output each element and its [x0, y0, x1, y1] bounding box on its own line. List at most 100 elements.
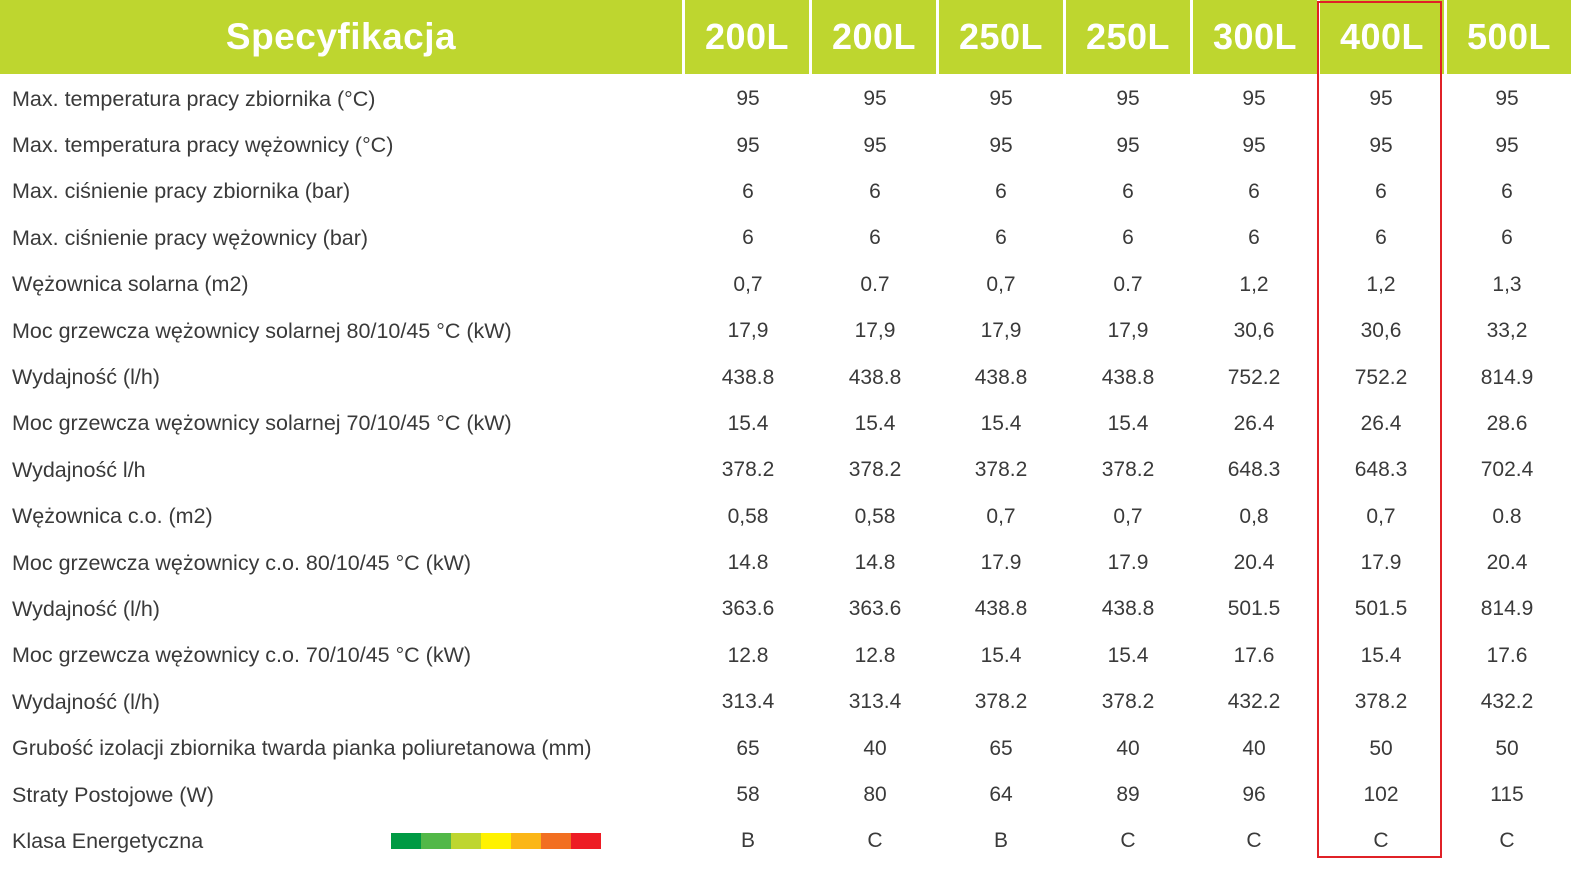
- cell-value: 89: [1116, 783, 1140, 807]
- cell-value: 6: [1248, 226, 1260, 250]
- cell-value: 432.2: [1480, 690, 1534, 714]
- cell-value: 15.4: [1360, 643, 1402, 667]
- energy-scale-segment: [391, 833, 421, 850]
- table-row: Max. ciśnienie pracy wężownicy (bar) 6 6 6 6…: [0, 215, 1591, 261]
- cell-value: 115: [1490, 783, 1524, 807]
- energy-scale-segment: [451, 833, 481, 850]
- cell-value: 15.4: [1107, 643, 1149, 667]
- capacity-header-7: 500L: [1447, 0, 1571, 74]
- table-row: Wydajność (l/h) 438.8 438.8 438.8 438.8 752.2…: [0, 354, 1591, 400]
- cell-value: 95: [736, 133, 760, 157]
- cell-value: 95: [1369, 133, 1393, 157]
- cell-value: B: [740, 829, 755, 853]
- cell-value: 80: [863, 783, 887, 807]
- cell-value: 95: [1116, 87, 1140, 111]
- cell-value: 1,3: [1492, 272, 1522, 296]
- table-row: Moc grzewcza wężownicy c.o. 70/10/45 °C …: [0, 633, 1591, 679]
- cell-value: 30,6: [1233, 319, 1275, 343]
- capacity-header-5: 300L: [1193, 0, 1317, 74]
- cell-value: 648.3: [1227, 458, 1281, 482]
- cell-value: 50: [1495, 736, 1519, 760]
- cell-value: 15.4: [980, 411, 1022, 435]
- row-label: Grubość izolacji zbiornika twarda pianka…: [12, 736, 592, 761]
- row-label: Wężownica c.o. (m2): [12, 504, 213, 529]
- cell-value: 501.5: [1354, 597, 1408, 621]
- cell-value: 6: [869, 226, 881, 250]
- cell-value: 17,9: [854, 319, 896, 343]
- cell-value: 814.9: [1480, 597, 1534, 621]
- energy-scale-segment: [481, 833, 511, 850]
- cell-value: 17.9: [1360, 551, 1402, 575]
- cell-value: 14.8: [854, 551, 896, 575]
- cell-value: 15.4: [980, 643, 1022, 667]
- cell-value: 20.4: [1486, 551, 1528, 575]
- row-label: Wydajność l/h: [12, 457, 146, 482]
- table-row: Wydajność l/h 378.2 378.2 378.2 378.2 648.3 64…: [0, 447, 1591, 493]
- cell-value: 26.4: [1360, 411, 1402, 435]
- cell-value: 814.9: [1480, 365, 1534, 389]
- cell-value: 17,9: [980, 319, 1022, 343]
- cell-value: 432.2: [1227, 690, 1281, 714]
- cell-value: 438.8: [974, 365, 1028, 389]
- cell-value: 0.7: [860, 272, 890, 296]
- cell-value: 15.4: [854, 411, 896, 435]
- cell-value: 6: [1122, 179, 1134, 203]
- cell-value: 648.3: [1354, 458, 1408, 482]
- cell-value: 26.4: [1233, 411, 1275, 435]
- cell-value: 15.4: [727, 411, 769, 435]
- cell-value: 6: [1248, 179, 1260, 203]
- cell-value: 752.2: [1227, 365, 1281, 389]
- table-row: Wydajność (l/h) 363.6 363.6 438.8 438.8 501.5…: [0, 586, 1591, 632]
- table-row: Straty Postojowe (W) 58 80 64 89 96 102 115: [0, 772, 1591, 818]
- cell-value: 378.2: [848, 458, 902, 482]
- cell-value: 95: [1242, 87, 1266, 111]
- cell-value: 0,7: [1366, 504, 1396, 528]
- cell-value: 378.2: [1354, 690, 1408, 714]
- cell-value: C: [867, 829, 883, 853]
- cell-value: 0,7: [733, 272, 763, 296]
- cell-value: 95: [736, 87, 760, 111]
- row-label: Moc grzewcza wężownicy c.o. 80/10/45 °C …: [12, 550, 472, 575]
- cell-value: 6: [995, 226, 1007, 250]
- cell-value: 95: [1495, 87, 1519, 111]
- spec-header: Specyfikacja: [0, 0, 682, 74]
- cell-value: 17.6: [1233, 643, 1275, 667]
- table-row: Max. temperatura pracy wężownicy (°C) 95 9…: [0, 122, 1591, 168]
- cell-value: 17.9: [980, 551, 1022, 575]
- cell-value: C: [1373, 829, 1389, 853]
- cell-value: 6: [742, 179, 754, 203]
- energy-scale-segment: [421, 833, 451, 850]
- cell-value: 0,58: [727, 504, 769, 528]
- table-row: Grubość izolacji zbiornika twarda pianka…: [0, 725, 1591, 771]
- cell-value: 6: [1375, 226, 1387, 250]
- cell-value: 6: [742, 226, 754, 250]
- cell-value: 438.8: [721, 365, 775, 389]
- cell-value: 6: [869, 179, 881, 203]
- cell-value: 12.8: [727, 643, 769, 667]
- capacity-header-1: 200L: [685, 0, 809, 74]
- cell-value: 0,7: [986, 504, 1016, 528]
- row-label: Max. temperatura pracy zbiornika (°C): [12, 86, 376, 111]
- table-row: Wydajność (l/h) 313.4 313.4 378.2 378.2 432.2…: [0, 679, 1591, 725]
- cell-value: 20.4: [1233, 551, 1275, 575]
- table-row: Wężownica c.o. (m2) 0,58 0,58 0,7 0,7 0,8 0,7 0…: [0, 494, 1591, 540]
- cell-value: 64: [989, 783, 1013, 807]
- row-label: Moc grzewcza wężownicy c.o. 70/10/45 °C …: [12, 643, 472, 668]
- cell-value: 15.4: [1107, 411, 1149, 435]
- row-label: Max. temperatura pracy wężownicy (°C): [12, 133, 394, 158]
- table-header: Specyfikacja 200L 200L 250L 250L 300L 40…: [0, 0, 1591, 74]
- row-label: Max. ciśnienie pracy wężownicy (bar): [12, 225, 369, 250]
- capacity-header-2: 200L: [812, 0, 936, 74]
- capacity-header-3: 250L: [939, 0, 1063, 74]
- row-label: Moc grzewcza wężownicy solarnej 80/10/45…: [12, 318, 512, 343]
- capacity-header-6: 400L: [1320, 0, 1444, 74]
- row-label: Moc grzewcza wężownicy solarnej 70/10/45…: [12, 411, 512, 436]
- cell-value: 0,8: [1239, 504, 1269, 528]
- energy-scale-segment: [541, 833, 571, 850]
- cell-value: 378.2: [974, 458, 1028, 482]
- cell-value: 17,9: [727, 319, 769, 343]
- cell-value: 58: [736, 783, 760, 807]
- row-label: Klasa Energetyczna: [12, 828, 204, 853]
- cell-value: C: [1120, 829, 1136, 853]
- cell-value: 17.9: [1107, 551, 1149, 575]
